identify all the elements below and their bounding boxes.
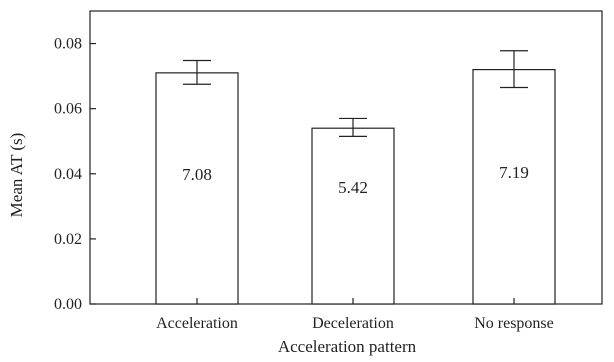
y-tick-label: 0.06 [54,101,82,118]
x-tick-label: Acceleration [156,315,238,332]
plot-area: 0.00 0.02 0.04 0.06 0.08 7.08 Acceleration 5.42… [54,10,603,332]
y-tick-label: 0.04 [54,166,82,183]
data-label: 7.08 [182,165,212,184]
y-tick-label: 0.00 [54,296,82,313]
data-label: 7.19 [499,163,529,182]
bar-acceleration [155,72,239,305]
bar-no-response [472,68,556,305]
bar-deceleration [311,127,395,305]
y-tick-label: 0.08 [54,36,82,53]
data-label: 5.42 [338,178,368,197]
y-tick-label: 0.02 [54,231,82,248]
y-axis-label: Mean AT (s) [7,133,26,218]
x-axis-label: Acceleration pattern [278,337,417,356]
x-tick-label: Deceleration [312,315,394,332]
x-tick-label: No response [474,315,554,332]
